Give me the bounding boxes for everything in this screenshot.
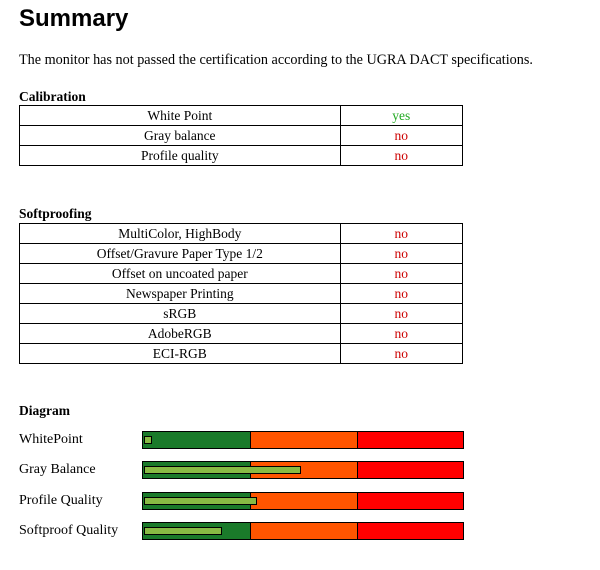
table-row: sRGB no xyxy=(19,303,464,324)
gauge-bar xyxy=(144,436,152,444)
gauge xyxy=(142,431,464,449)
diagram-row-whitepoint: WhitePoint xyxy=(19,431,464,449)
calibration-label: White Point xyxy=(19,105,341,126)
table-row: MultiColor, HighBody no xyxy=(19,223,464,244)
softproofing-status: no xyxy=(339,303,464,324)
gauge xyxy=(142,461,464,479)
softproofing-status: no xyxy=(339,323,464,344)
softproofing-table: MultiColor, HighBody no Offset/Gravure P… xyxy=(19,223,464,364)
gauge-zone-medium xyxy=(250,493,357,509)
softproofing-status: no xyxy=(339,243,464,264)
gauge-zone-bad xyxy=(357,523,463,539)
calibration-label: Profile quality xyxy=(19,145,341,166)
softproofing-label: Offset/Gravure Paper Type 1/2 xyxy=(19,243,341,264)
diagram-label: Softproof Quality xyxy=(19,523,119,538)
table-row: Gray balance no xyxy=(19,125,464,146)
softproofing-status: no xyxy=(339,263,464,284)
calibration-table: White Point yes Gray balance no Profile … xyxy=(19,105,464,166)
softproofing-status: no xyxy=(339,223,464,244)
softproofing-label: MultiColor, HighBody xyxy=(19,223,341,244)
diagram-label: Gray Balance xyxy=(19,462,96,477)
calibration-status: no xyxy=(339,145,464,166)
calibration-label: Gray balance xyxy=(19,125,341,146)
diagram-heading: Diagram xyxy=(19,403,70,418)
gauge-bar xyxy=(144,466,301,474)
gauge-zone-bad xyxy=(357,432,463,448)
gauge-zone-bad xyxy=(357,462,463,478)
calibration-status: yes xyxy=(339,105,464,126)
diagram-label: WhitePoint xyxy=(19,432,83,447)
softproofing-status: no xyxy=(339,283,464,304)
softproofing-label: sRGB xyxy=(19,303,341,324)
table-row: White Point yes xyxy=(19,105,464,126)
softproofing-status: no xyxy=(339,343,464,364)
certification-message: The monitor has not passed the certifica… xyxy=(19,52,533,68)
gauge xyxy=(142,492,464,510)
gauge-zone-medium xyxy=(250,523,357,539)
table-row: AdobeRGB no xyxy=(19,323,464,344)
diagram-label: Profile Quality xyxy=(19,493,103,508)
softproofing-label: ECI-RGB xyxy=(19,343,341,364)
softproofing-label: Offset on uncoated paper xyxy=(19,263,341,284)
gauge-bar xyxy=(144,527,222,535)
calibration-status: no xyxy=(339,125,464,146)
table-row: Newspaper Printing no xyxy=(19,283,464,304)
calibration-heading: Calibration xyxy=(19,89,86,104)
gauge-zone-medium xyxy=(250,432,357,448)
gauge xyxy=(142,522,464,540)
gauge-zone-bad xyxy=(357,493,463,509)
gauge-bar xyxy=(144,497,257,505)
diagram-row-softproof-quality: Softproof Quality xyxy=(19,522,464,540)
table-row: Profile quality no xyxy=(19,145,464,166)
gauge-zone-good xyxy=(143,432,250,448)
softproofing-label: AdobeRGB xyxy=(19,323,341,344)
softproofing-label: Newspaper Printing xyxy=(19,283,341,304)
table-row: Offset on uncoated paper no xyxy=(19,263,464,284)
diagram-row-gray-balance: Gray Balance xyxy=(19,461,464,479)
softproofing-heading: Softproofing xyxy=(19,206,92,221)
diagram-row-profile-quality: Profile Quality xyxy=(19,492,464,510)
table-row: ECI-RGB no xyxy=(19,343,464,364)
table-row: Offset/Gravure Paper Type 1/2 no xyxy=(19,243,464,264)
page-title: Summary xyxy=(19,5,129,32)
